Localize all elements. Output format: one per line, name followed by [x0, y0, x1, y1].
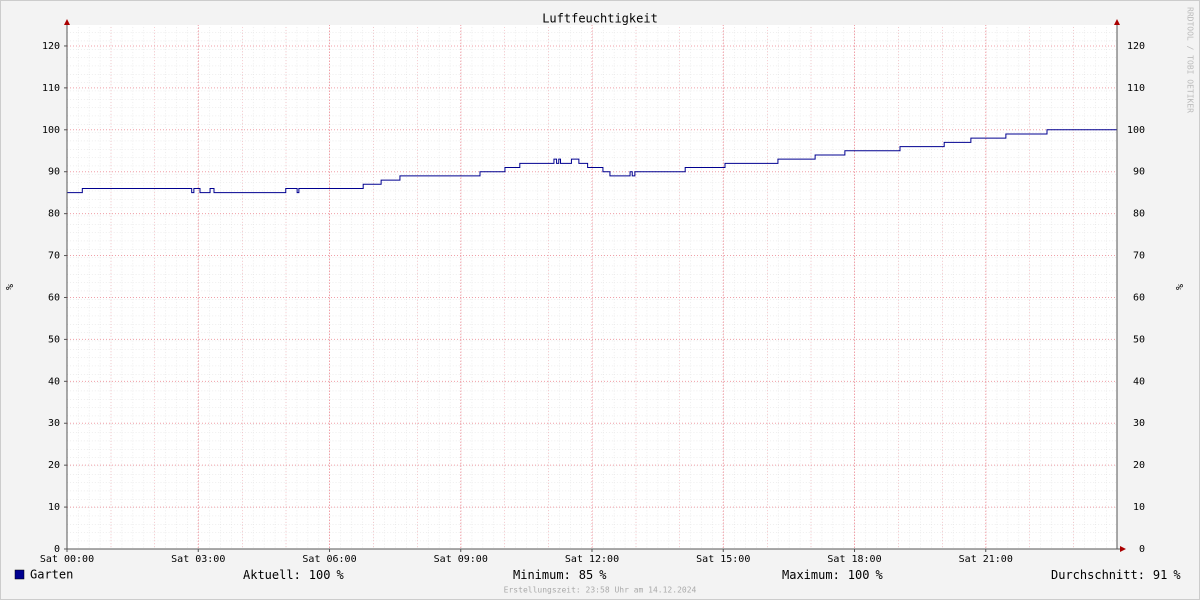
series-line [67, 129, 1117, 194]
stat-unit: % [875, 568, 883, 582]
y-axis-label: % [5, 284, 16, 290]
y-tick-label-right: 70 [1133, 251, 1145, 262]
y-tick-label-right: 40 [1133, 376, 1145, 387]
stat-unit: % [599, 568, 607, 582]
y-tick-label-right: 50 [1133, 334, 1145, 345]
y-tick-label: 60 [48, 292, 60, 303]
axis-arrow [1120, 546, 1126, 552]
stat-unit: % [1173, 568, 1181, 582]
stat: Minimum: 85% [513, 568, 607, 582]
series-lines [67, 129, 1117, 194]
x-tick-label: Sat 09:00 [434, 554, 488, 565]
y-tick-label-right: 30 [1133, 418, 1145, 429]
x-tick-label: Sat 15:00 [696, 554, 750, 565]
y-tick-label-right: 80 [1133, 209, 1145, 220]
y-tick-label-right: 0 [1139, 544, 1145, 555]
stat-value: 100 [848, 568, 870, 582]
x-tick-label: Sat 18:00 [827, 554, 881, 565]
y-axis-label-right: % [1175, 284, 1186, 290]
axis-arrow [1114, 19, 1120, 25]
y-tick-label: 100 [42, 125, 60, 136]
y-tick-label-right: 110 [1127, 83, 1145, 94]
y-tick-label: 110 [42, 83, 60, 94]
y-tick-label-right: 100 [1127, 125, 1145, 136]
y-tick-label: 90 [48, 167, 60, 178]
stat-value: 85 [579, 568, 593, 582]
y-tick-label: 30 [48, 418, 60, 429]
stat-unit: % [336, 568, 344, 582]
chart-title: Luftfeuchtigkeit [542, 12, 658, 26]
y-tick-label: 10 [48, 502, 60, 513]
stat-label: Minimum: [513, 568, 571, 582]
stat-value: 91 [1153, 568, 1167, 582]
legend-swatch [14, 569, 25, 580]
y-tick-label: 20 [48, 460, 60, 471]
legend: Garten Aktuell: 100% Minimum: 85% Maximum: 100… [14, 568, 1181, 582]
x-tick-label: Sat 00:00 [40, 554, 94, 565]
stat-label: Durchschnitt: [1051, 568, 1145, 582]
stat: Durchschnitt: 91% [1051, 568, 1181, 582]
stat: Maximum: 100% [782, 568, 883, 582]
stat-label: Maximum: [782, 568, 840, 582]
y-tick-label-right: 60 [1133, 292, 1145, 303]
y-tick-label: 70 [48, 251, 60, 262]
stat-value: 100 [309, 568, 331, 582]
y-tick-label-right: 10 [1133, 502, 1145, 513]
y-tick-label: 50 [48, 334, 60, 345]
y-tick-label: 120 [42, 41, 60, 52]
watermark: RRDTOOL / TOBI OETIKER [1186, 7, 1195, 113]
x-tick-label: Sat 06:00 [302, 554, 356, 565]
stat-label: Aktuell: [243, 568, 301, 582]
y-tick-label-right: 120 [1127, 41, 1145, 52]
y-tick-label: 40 [48, 376, 60, 387]
y-tick-label-right: 90 [1133, 167, 1145, 178]
y-tick-label: 0 [54, 544, 60, 555]
x-tick-label: Sat 03:00 [171, 554, 225, 565]
x-tick-label: Sat 21:00 [959, 554, 1013, 565]
stat: Aktuell: 100% [243, 568, 344, 582]
axis-arrow [64, 19, 70, 25]
y-tick-label: 80 [48, 209, 60, 220]
x-tick-label: Sat 12:00 [565, 554, 619, 565]
y-tick-label-right: 20 [1133, 460, 1145, 471]
legend-label: Garten [30, 568, 73, 582]
footer: Erstellungszeit: 23:58 Uhr am 14.12.2024 [504, 586, 697, 595]
